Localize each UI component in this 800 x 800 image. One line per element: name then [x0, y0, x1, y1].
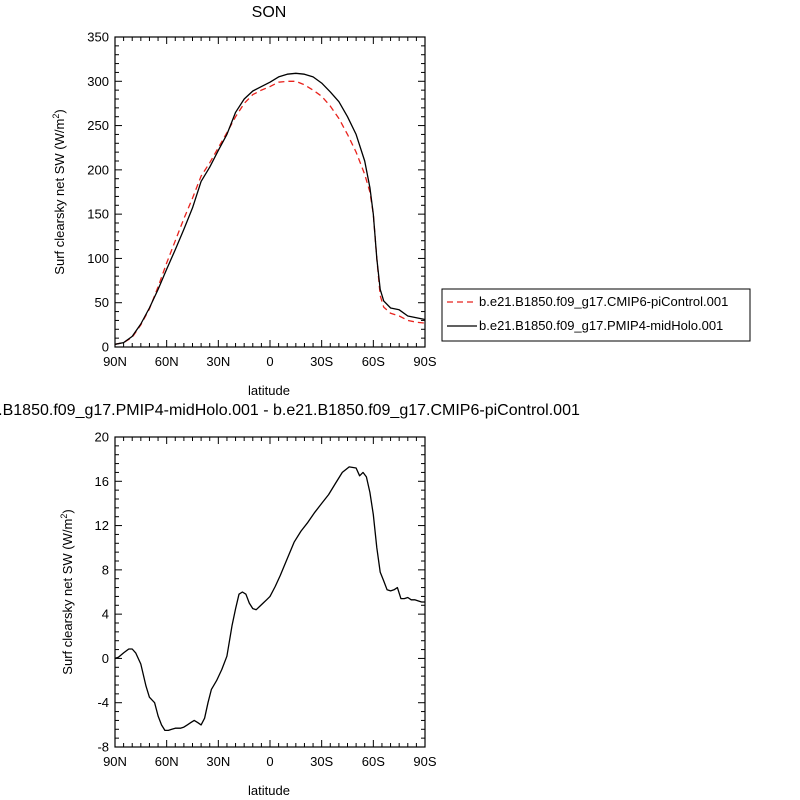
bottom-ytick-label: 12: [95, 518, 109, 533]
bottom-chart: b.e21.B1850.f09_g17.PMIP4-midHolo.001 - …: [0, 402, 580, 798]
bottom-ytick-label: 20: [95, 430, 109, 445]
top-xtick-label: 90N: [103, 354, 127, 369]
top-ytick-label: 150: [87, 207, 109, 222]
bottom-xtick-label: 90S: [413, 754, 436, 769]
bottom-xtick-label: 60S: [362, 754, 385, 769]
top-xtick-label: 0: [266, 354, 273, 369]
legend-label-picontrol: b.e21.B1850.f09_g17.CMIP6-piControl.001: [479, 294, 728, 309]
bottom-ytick-label: 8: [102, 562, 109, 577]
top-chart-title: SON: [252, 4, 287, 21]
bottom-xtick-label: 90N: [103, 754, 127, 769]
bottom-ytick-label: 0: [102, 651, 109, 666]
top-ytick-label: 50: [95, 295, 109, 310]
top-series-line-1: [114, 72, 426, 345]
bottom-ytick-label: 16: [95, 474, 109, 489]
bottom-chart-title: b.e21.B1850.f09_g17.PMIP4-midHolo.001 - …: [0, 402, 580, 419]
top-chart: SON 90N 60N 30N 0 30S 60S 90S 0 50 100 150 200 250 30…: [51, 4, 751, 398]
top-ytick-label: 250: [87, 118, 109, 133]
bottom-chart-frame: [114, 436, 426, 748]
legend: b.e21.B1850.f09_g17.CMIP6-piControl.001 …: [441, 288, 751, 342]
top-xtick-label: 90S: [413, 354, 436, 369]
top-chart-series: [114, 72, 426, 345]
bottom-ytick-label: -8: [97, 740, 109, 755]
bottom-chart-series: [114, 466, 425, 732]
bottom-xtick-label: 30N: [206, 754, 230, 769]
top-ytick-label: 300: [87, 74, 109, 89]
bottom-xtick-label: 30S: [310, 754, 333, 769]
top-ytick-label: 350: [87, 30, 109, 45]
bottom-ytick-label: -4: [97, 695, 109, 710]
top-ytick-label: 200: [87, 162, 109, 177]
bottom-chart-xlabel: latitude: [248, 783, 290, 798]
bottom-ytick-label: 4: [102, 607, 109, 622]
top-ytick-label: 100: [87, 251, 109, 266]
top-xtick-label: 60N: [155, 354, 179, 369]
legend-box: [441, 288, 751, 342]
top-chart-ticks: 90N 60N 30N 0 30S 60S 90S 0 50 100 150 200 250 300 350: [87, 30, 437, 370]
top-xtick-label: 30S: [310, 354, 333, 369]
top-ytick-label: 0: [102, 340, 109, 355]
legend-label-midholo: b.e21.B1850.f09_g17.PMIP4-midHolo.001: [479, 318, 723, 333]
top-series-line-0: [114, 80, 426, 345]
bottom-chart-ylabel: Surf clearsky net SW (W/m2): [59, 509, 75, 674]
top-xtick-label: 60S: [362, 354, 385, 369]
top-chart-ylabel: Surf clearsky net SW (W/m2): [51, 109, 67, 274]
top-chart-frame: [114, 36, 426, 348]
bottom-chart-ticks: 90N 60N 30N 0 30S 60S 90S -8 -4 0 4 8 12 16 20: [95, 430, 437, 770]
top-chart-xlabel: latitude: [248, 383, 290, 398]
bottom-series-line-0: [114, 466, 425, 732]
bottom-xtick-label: 60N: [155, 754, 179, 769]
bottom-xtick-label: 0: [266, 754, 273, 769]
top-xtick-label: 30N: [206, 354, 230, 369]
